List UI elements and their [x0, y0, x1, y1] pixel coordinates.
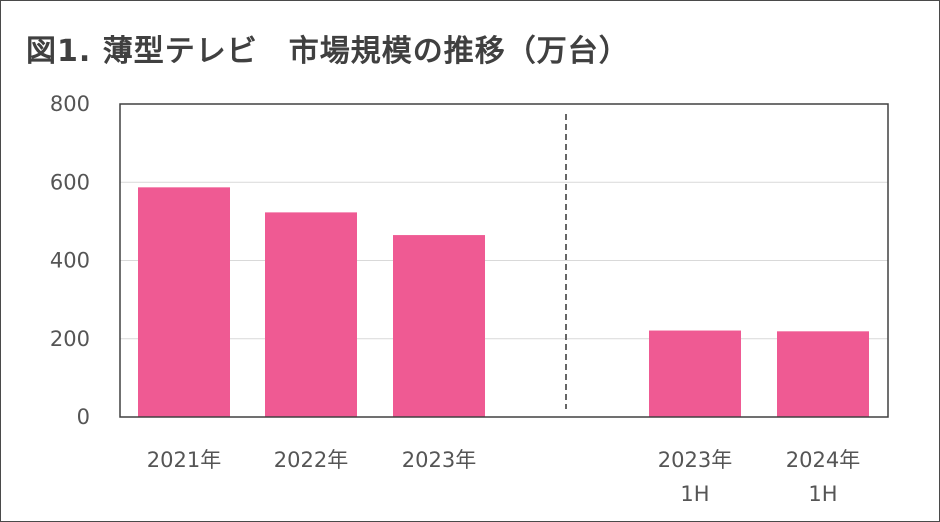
y-tick-label: 200 [50, 327, 90, 351]
x-category-label: 2024年 [786, 448, 860, 472]
bar [138, 187, 230, 417]
bar [265, 212, 357, 417]
bar [777, 331, 869, 417]
bar [393, 235, 485, 417]
chart-title: 図1. 薄型テレビ 市場規模の推移（万台） [26, 34, 630, 69]
y-tick-label: 600 [50, 170, 90, 194]
x-category-label: 2023年 [402, 448, 476, 472]
x-category-label: 2022年 [274, 448, 348, 472]
bar [649, 330, 741, 417]
x-axis-labels: 2021年 2022年 2023年 2023年 1H 2024年 1H [147, 448, 860, 506]
plot-area-border [119, 103, 889, 418]
y-tick-label: 0 [77, 405, 90, 429]
y-axis-ticks: 0 200 400 600 800 [50, 92, 90, 429]
y-tick-label: 800 [50, 92, 90, 116]
y-tick-label: 400 [50, 249, 90, 273]
x-category-label: 2023年 [658, 448, 732, 472]
bars [138, 187, 869, 417]
x-category-sublabel: 1H [808, 482, 837, 506]
gridlines [120, 181, 888, 340]
x-category-label: 2021年 [147, 448, 221, 472]
x-category-sublabel: 1H [680, 482, 709, 506]
